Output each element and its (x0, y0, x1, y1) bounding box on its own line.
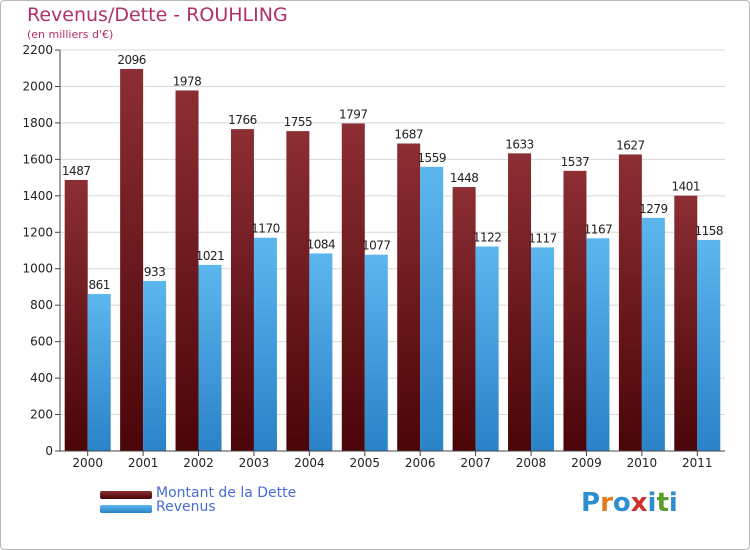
data-label-revenus-2007: 1122 (473, 230, 502, 244)
data-label-revenus-2000: 861 (89, 278, 110, 292)
data-label-revenus-2002: 1021 (196, 249, 225, 263)
x-tick-label: 2002 (183, 456, 214, 470)
bar-debt-2003 (230, 129, 254, 451)
x-tick-label: 2005 (350, 456, 381, 470)
x-tick-label: 2000 (72, 456, 103, 470)
bar-revenus-2001 (143, 280, 167, 451)
data-label-debt-2002: 1978 (173, 74, 202, 88)
chart-subtitle: (en milliers d'€) (27, 28, 114, 41)
data-label-revenus-2001: 933 (144, 265, 165, 279)
data-label-debt-2000: 1487 (62, 164, 91, 178)
data-label-revenus-2006: 1559 (417, 151, 446, 165)
x-tick-label: 2004 (294, 456, 325, 470)
data-label-revenus-2010: 1279 (639, 202, 668, 216)
proxiti-logo: Proxiti (581, 488, 678, 518)
data-label-revenus-2005: 1077 (362, 239, 391, 253)
bar-revenus-2008 (531, 247, 555, 451)
logo-letter: o (612, 488, 631, 518)
y-tick-label: 2200 (22, 43, 53, 57)
data-label-debt-2009: 1537 (561, 155, 590, 169)
data-label-debt-2001: 2096 (117, 53, 146, 67)
bar-debt-2006 (397, 143, 421, 451)
logo-letter: r (600, 488, 613, 518)
y-tick-label: 1000 (22, 262, 53, 276)
data-label-debt-2007: 1448 (450, 171, 479, 185)
x-tick-label: 2003 (239, 456, 270, 470)
bar-revenus-2004 (309, 253, 333, 451)
bar-debt-2004 (286, 131, 310, 451)
x-tick-label: 2001 (128, 456, 159, 470)
logo-letter: P (581, 488, 601, 518)
bar-revenus-2002 (198, 264, 222, 451)
bar-revenus-2005 (364, 254, 388, 451)
y-tick-label: 2000 (22, 79, 53, 93)
bar-debt-2002 (175, 90, 199, 452)
data-label-debt-2008: 1633 (505, 137, 534, 151)
bar-revenus-2011 (697, 239, 721, 451)
data-label-revenus-2011: 1158 (695, 224, 724, 238)
bar-debt-2010 (618, 154, 642, 452)
data-label-debt-2006: 1687 (394, 128, 423, 142)
logo-letter: t (656, 488, 669, 518)
logo-letter: i (668, 488, 678, 518)
legend-swatch-revenus (100, 505, 152, 513)
data-label-debt-2003: 1766 (228, 113, 257, 127)
y-tick-label: 1600 (22, 152, 53, 166)
bar-revenus-2006 (420, 166, 444, 451)
data-label-debt-2005: 1797 (339, 107, 368, 121)
data-label-debt-2004: 1755 (284, 115, 313, 129)
y-tick-label: 0 (45, 444, 53, 458)
data-label-revenus-2008: 1117 (528, 231, 557, 245)
bar-debt-2005 (341, 123, 365, 452)
y-tick-label: 1400 (22, 189, 53, 203)
bar-debt-2011 (674, 195, 698, 451)
y-tick-label: 800 (30, 298, 53, 312)
chart-title: Revenus/Dette - ROUHLING (27, 4, 288, 26)
bar-revenus-2000 (87, 294, 111, 451)
y-tick-label: 1200 (22, 225, 53, 239)
x-tick-label: 2006 (405, 456, 436, 470)
y-tick-label: 200 (30, 408, 53, 422)
legend-label-revenus: Revenus (156, 499, 216, 515)
logo-letter: x (630, 488, 648, 518)
y-tick-label: 400 (30, 371, 53, 385)
bar-debt-2001 (120, 68, 144, 451)
x-tick-label: 2011 (682, 456, 713, 470)
data-label-debt-2010: 1627 (616, 138, 645, 152)
bar-revenus-2010 (641, 217, 665, 451)
bar-debt-2007 (452, 187, 476, 451)
y-tick-label: 600 (30, 335, 53, 349)
bar-debt-2008 (508, 153, 532, 451)
bar-debt-2009 (563, 170, 587, 452)
bar-debt-2000 (64, 179, 88, 451)
x-tick-label: 2008 (516, 456, 547, 470)
x-tick-label: 2009 (571, 456, 602, 470)
bar-revenus-2003 (253, 237, 277, 451)
legend-swatch-debt (100, 491, 152, 499)
x-tick-label: 2007 (460, 456, 491, 470)
y-tick-label: 1800 (22, 116, 53, 130)
data-label-revenus-2003: 1170 (251, 222, 280, 236)
bar-revenus-2007 (475, 246, 499, 451)
legend-label-debt: Montant de la Dette (156, 485, 297, 501)
data-label-revenus-2004: 1084 (307, 237, 336, 251)
bar-revenus-2009 (586, 238, 610, 451)
logo-letter: i (647, 488, 657, 518)
x-tick-label: 2010 (627, 456, 658, 470)
data-label-revenus-2009: 1167 (584, 222, 613, 236)
data-label-debt-2011: 1401 (672, 180, 701, 194)
